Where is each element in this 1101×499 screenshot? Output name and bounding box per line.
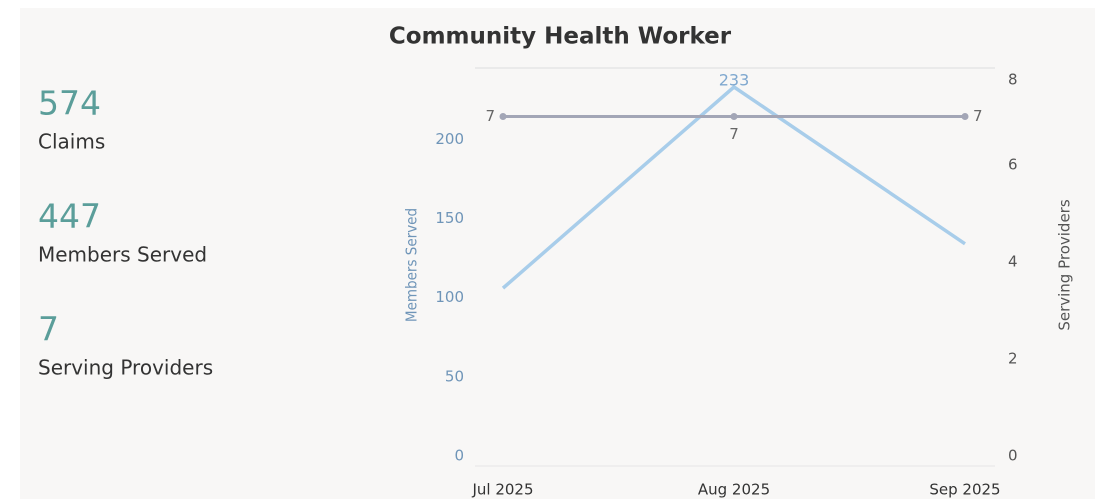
kpi-label: Members Served (38, 243, 207, 267)
panel (20, 8, 1095, 499)
data-label: 233 (719, 71, 750, 90)
y2-tick-label: 0 (1008, 447, 1018, 465)
x-tick-label: Jul 2025 (471, 481, 533, 499)
y-tick-label: 100 (435, 288, 464, 306)
x-tick-label: Sep 2025 (929, 481, 1000, 499)
point (499, 113, 507, 120)
y2-tick-label: 2 (1008, 350, 1018, 368)
series-line (501, 84, 966, 290)
y2-tick-label: 4 (1008, 253, 1018, 271)
point (961, 113, 969, 120)
y-tick-label: 200 (435, 130, 464, 148)
data-label: 7 (729, 125, 739, 143)
data-label: 7 (485, 107, 495, 125)
kpi-value: 447 (38, 197, 101, 236)
y-tick-label: 150 (435, 209, 464, 227)
chart-title: Community Health Worker (389, 24, 732, 50)
kpi-value: 7 (38, 310, 59, 349)
y2-axis-label: Serving Providers (1056, 199, 1074, 331)
y-tick-label: 0 (454, 447, 464, 465)
y-axis-label: Members Served (403, 208, 421, 322)
y2-tick-label: 6 (1008, 156, 1018, 174)
y2-tick-label: 8 (1008, 71, 1018, 89)
y-tick-label: 50 (445, 367, 464, 385)
kpi-value: 574 (38, 84, 101, 123)
kpi-label: Serving Providers (38, 356, 213, 380)
point (730, 113, 738, 120)
kpi-label: Claims (38, 130, 105, 154)
data-label: 7 (973, 107, 983, 125)
x-tick-label: Aug 2025 (698, 481, 770, 499)
